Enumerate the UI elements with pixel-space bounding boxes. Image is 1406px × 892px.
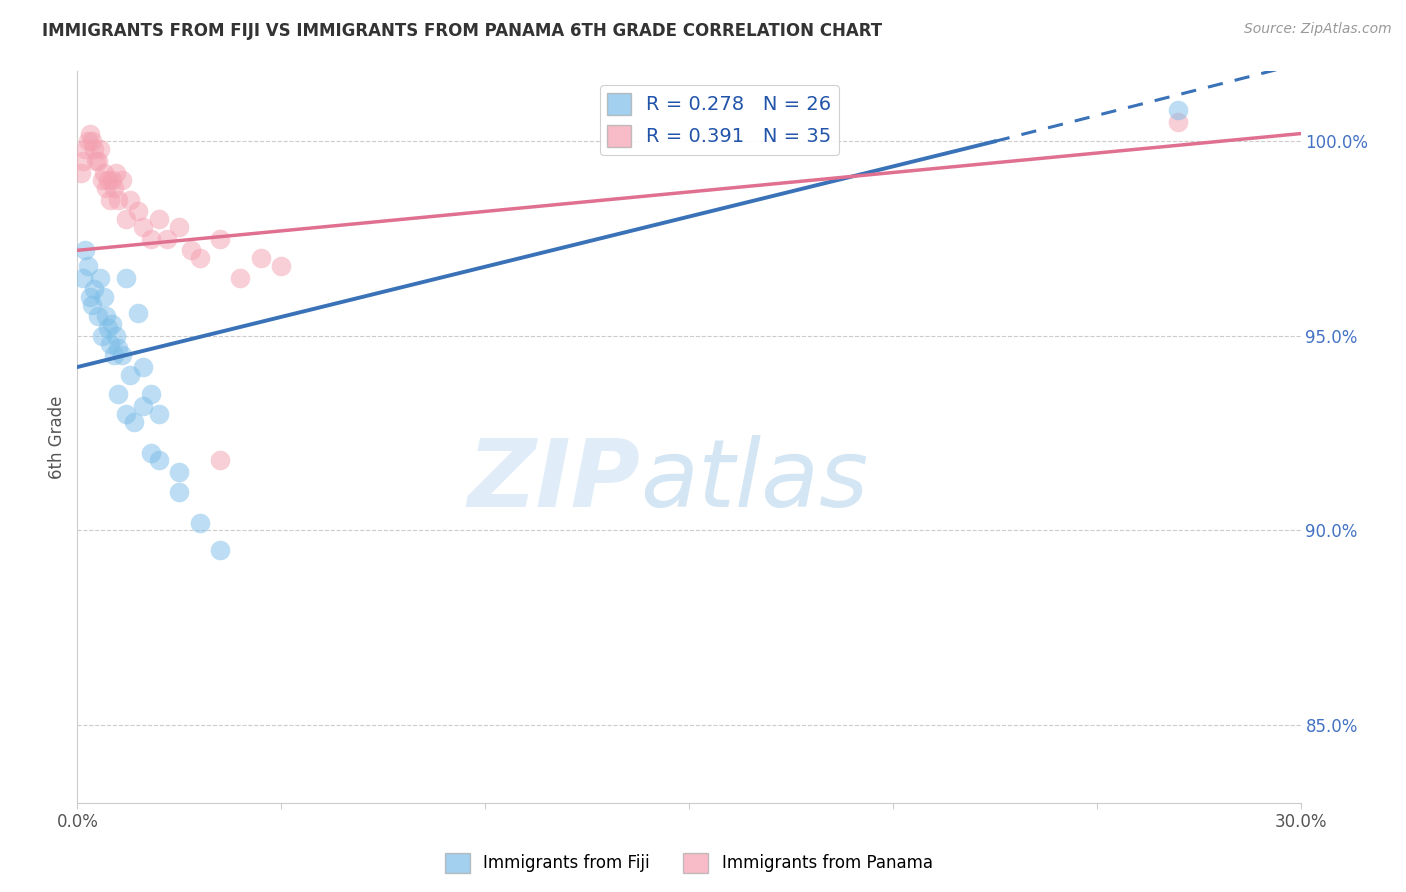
Point [1167, 115, 1189, 129]
Point [120, 193, 142, 207]
Point [107, 387, 129, 401]
Point [209, 232, 232, 246]
Point [120, 368, 142, 382]
Point [105, 165, 128, 179]
Point [111, 173, 134, 187]
Point [89, 142, 111, 156]
Point [115, 270, 138, 285]
Point [98, 336, 121, 351]
Point [94, 181, 117, 195]
Point [270, 259, 292, 273]
Point [83, 282, 105, 296]
Point [94, 310, 117, 324]
Point [209, 542, 232, 557]
Point [209, 453, 232, 467]
Point [101, 318, 124, 332]
Point [75, 244, 97, 258]
Text: atlas: atlas [640, 435, 869, 526]
Y-axis label: 6th Grade: 6th Grade [48, 395, 66, 479]
Point [98, 193, 121, 207]
Point [188, 251, 211, 265]
Point [103, 348, 125, 362]
Point [90, 173, 112, 187]
Point [169, 484, 191, 499]
Point [229, 270, 252, 285]
Point [76, 135, 98, 149]
Legend: Immigrants from Fiji, Immigrants from Panama: Immigrants from Fiji, Immigrants from Pa… [439, 847, 939, 880]
Point [105, 329, 128, 343]
Point [97, 321, 120, 335]
Point [180, 244, 202, 258]
Point [128, 305, 150, 319]
Point [148, 407, 170, 421]
Point [169, 219, 191, 234]
Point [115, 407, 138, 421]
Point [169, 465, 191, 479]
Point [139, 232, 162, 246]
Point [1167, 103, 1189, 118]
Point [131, 399, 153, 413]
Point [90, 329, 112, 343]
Point [188, 516, 211, 530]
Text: Source: ZipAtlas.com: Source: ZipAtlas.com [1244, 22, 1392, 37]
Point [83, 142, 105, 156]
Point [80, 135, 103, 149]
Point [80, 298, 103, 312]
Point [70, 165, 93, 179]
Point [72, 153, 94, 168]
Point [111, 348, 134, 362]
Point [89, 270, 111, 285]
Point [75, 142, 97, 156]
Point [115, 212, 138, 227]
Point [93, 165, 115, 179]
Point [148, 212, 170, 227]
Point [72, 270, 94, 285]
Legend: R = 0.278   N = 26, R = 0.391   N = 35: R = 0.278 N = 26, R = 0.391 N = 35 [600, 85, 839, 155]
Point [128, 204, 150, 219]
Text: IMMIGRANTS FROM FIJI VS IMMIGRANTS FROM PANAMA 6TH GRADE CORRELATION CHART: IMMIGRANTS FROM FIJI VS IMMIGRANTS FROM … [42, 22, 883, 40]
Point [148, 453, 170, 467]
Point [107, 193, 129, 207]
Point [97, 173, 120, 187]
Point [87, 310, 110, 324]
Point [139, 445, 162, 459]
Point [107, 341, 129, 355]
Point [103, 181, 125, 195]
Text: ZIP: ZIP [467, 435, 640, 527]
Point [93, 290, 115, 304]
Point [139, 387, 162, 401]
Point [79, 290, 101, 304]
Point [156, 232, 179, 246]
Point [250, 251, 273, 265]
Point [76, 259, 98, 273]
Point [79, 127, 101, 141]
Point [84, 153, 107, 168]
Point [131, 359, 153, 374]
Point [87, 153, 110, 168]
Point [124, 415, 146, 429]
Point [101, 173, 124, 187]
Point [131, 219, 153, 234]
